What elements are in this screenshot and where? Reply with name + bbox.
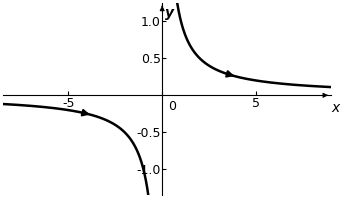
Text: x: x — [331, 101, 339, 115]
Text: y: y — [165, 6, 174, 20]
Text: 0: 0 — [168, 100, 176, 113]
